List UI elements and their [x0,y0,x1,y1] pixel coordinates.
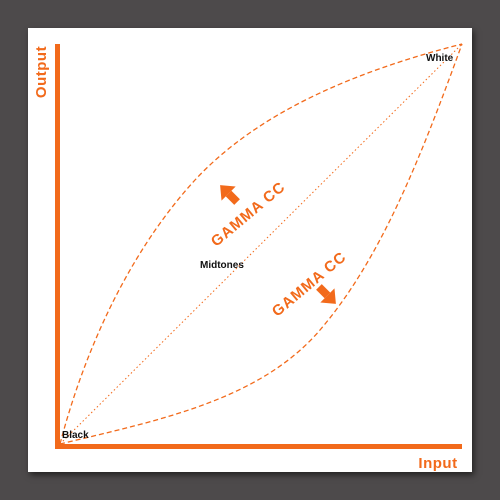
x-axis [55,444,462,449]
diagram-panel [28,28,472,472]
upper-gamma-curve [59,43,463,445]
midtones-label: Midtones [200,260,244,271]
white-point-label: White [426,53,454,64]
lower-gamma-label: GAMMA CC [269,248,350,320]
x-axis-label: Input [418,455,457,472]
black-point-label: Black [62,430,89,441]
linear-reference-line [59,43,463,445]
y-axis-label: Output [33,46,50,98]
lower-gamma-curve [59,43,463,445]
y-axis [55,44,60,449]
upper-gamma-label: GAMMA CC [208,178,289,250]
down-arrow-icon [316,284,336,304]
up-arrow-icon [220,185,240,205]
